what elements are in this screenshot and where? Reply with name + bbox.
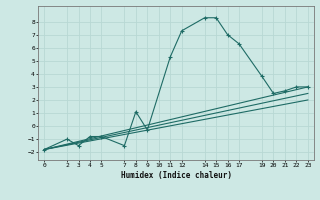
X-axis label: Humidex (Indice chaleur): Humidex (Indice chaleur) [121,171,231,180]
